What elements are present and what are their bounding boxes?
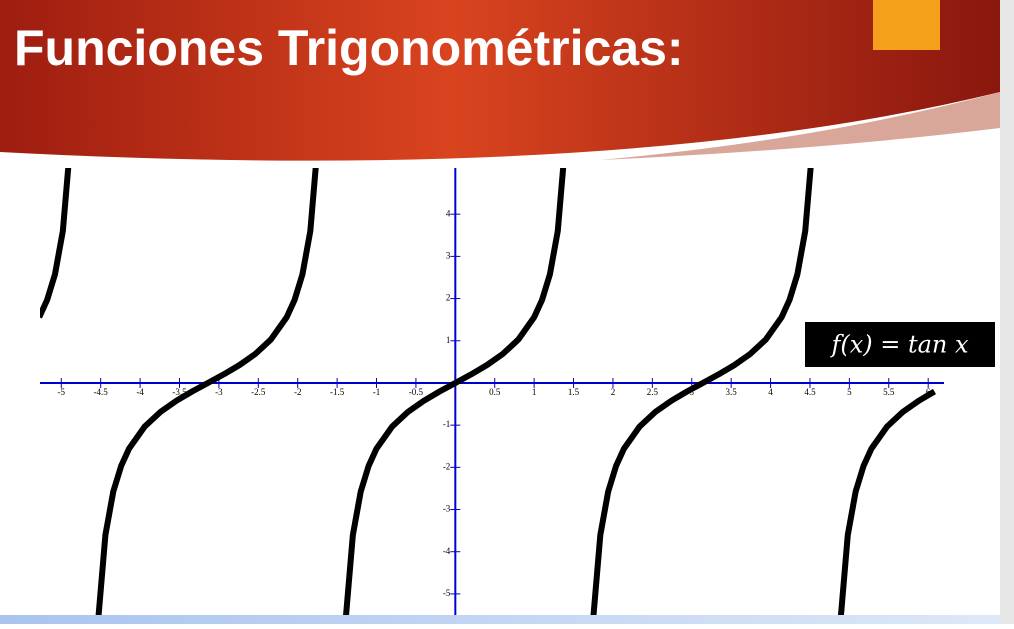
header-band: [0, 0, 1000, 161]
x-tick-label: -4: [136, 387, 144, 397]
formula-box: [805, 322, 995, 367]
y-tick-label: 3: [446, 250, 451, 260]
x-tick-label: -2: [294, 387, 302, 397]
x-tick-label: -1: [373, 387, 381, 397]
x-tick-label: 5: [847, 387, 852, 397]
x-tick-label: -2.5: [251, 387, 266, 397]
x-tick-label: 2: [611, 387, 616, 397]
header-swoosh: [600, 92, 1000, 160]
footer-strip: [0, 615, 1000, 624]
y-tick-label: -5: [443, 588, 451, 598]
x-tick-label: 0.5: [489, 387, 501, 397]
y-tick-label: -2: [443, 461, 451, 471]
x-tick-label: 1.5: [568, 387, 580, 397]
y-tick-label: -4: [443, 546, 451, 556]
x-tick-label: -1.5: [330, 387, 345, 397]
x-tick-label: 3.5: [726, 387, 738, 397]
y-tick-label: -1: [443, 419, 451, 429]
x-tick-label: -5: [58, 387, 66, 397]
title: Funciones Trigonométricas:: [14, 20, 684, 76]
x-tick-label: -3.5: [172, 387, 187, 397]
edge: [1000, 0, 1014, 624]
y-tick-label: 2: [446, 293, 451, 303]
x-tick-label: 5.5: [883, 387, 895, 397]
x-tick-label: 2.5: [647, 387, 659, 397]
x-tick-label: 4.5: [804, 387, 816, 397]
x-tick-label: -4.5: [94, 387, 109, 397]
y-tick-label: -3: [443, 504, 451, 514]
x-tick-label: -0.5: [409, 387, 424, 397]
x-tick-label: 1: [532, 387, 537, 397]
formula: f(x) = tan x: [829, 331, 969, 359]
x-tick-label: 4: [768, 387, 773, 397]
y-tick-label: 4: [446, 208, 451, 218]
accent-square: [873, 0, 940, 50]
tan-curve: [40, 168, 937, 615]
x-tick-label: -3: [215, 387, 223, 397]
y-tick-label: 1: [446, 335, 451, 345]
plot: -5 -4.5 -4 -3.5 -3 -2.5 -2 -1.5 -1 -0.5 0.5 1 1.5 2 2.…: [40, 168, 944, 615]
